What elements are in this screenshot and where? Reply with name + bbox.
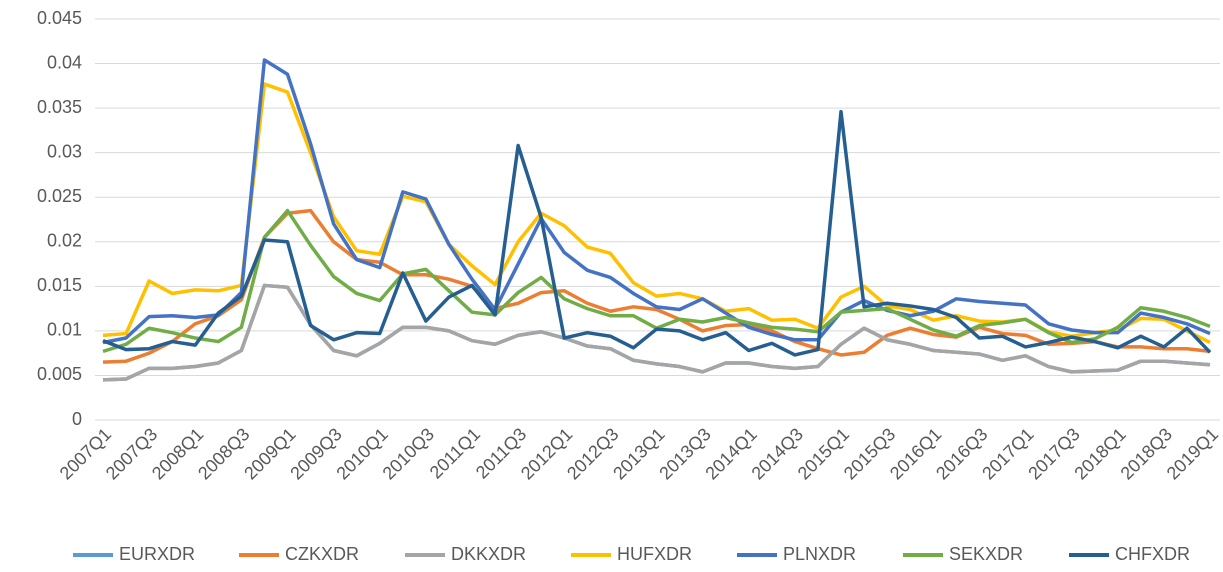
series-line bbox=[102, 58, 1211, 345]
series-line bbox=[102, 109, 1212, 357]
legend-label: CHFXDR bbox=[1115, 544, 1190, 564]
legend-label: CZKXDR bbox=[285, 544, 359, 564]
y-tick-label: 0.015 bbox=[37, 275, 82, 295]
legend-label: EURXDR bbox=[119, 544, 195, 564]
x-tick-label: 2011Q1 bbox=[426, 424, 484, 482]
series-line bbox=[102, 283, 1211, 382]
y-tick-label: 0.035 bbox=[37, 97, 82, 117]
y-tick-label: 0.02 bbox=[47, 231, 82, 251]
y-tick-label: 0 bbox=[72, 409, 82, 429]
y-tick-label: 0.04 bbox=[47, 52, 82, 72]
y-tick-label: 0.045 bbox=[37, 8, 82, 28]
y-tick-label: 0.01 bbox=[47, 320, 82, 340]
legend-label: DKKXDR bbox=[451, 544, 526, 564]
legend-label: PLNXDR bbox=[783, 544, 856, 564]
x-tick-label: 2019Q1 bbox=[1163, 424, 1222, 483]
x-tick-label: 2010Q3 bbox=[379, 424, 438, 483]
y-tick-label: 0.005 bbox=[37, 364, 82, 384]
series-line bbox=[102, 82, 1211, 345]
y-tick-label: 0.025 bbox=[37, 186, 82, 206]
y-tick-label: 0.03 bbox=[47, 141, 82, 161]
legend-label: HUFXDR bbox=[617, 544, 692, 564]
legend-label: SEKXDR bbox=[949, 544, 1023, 564]
